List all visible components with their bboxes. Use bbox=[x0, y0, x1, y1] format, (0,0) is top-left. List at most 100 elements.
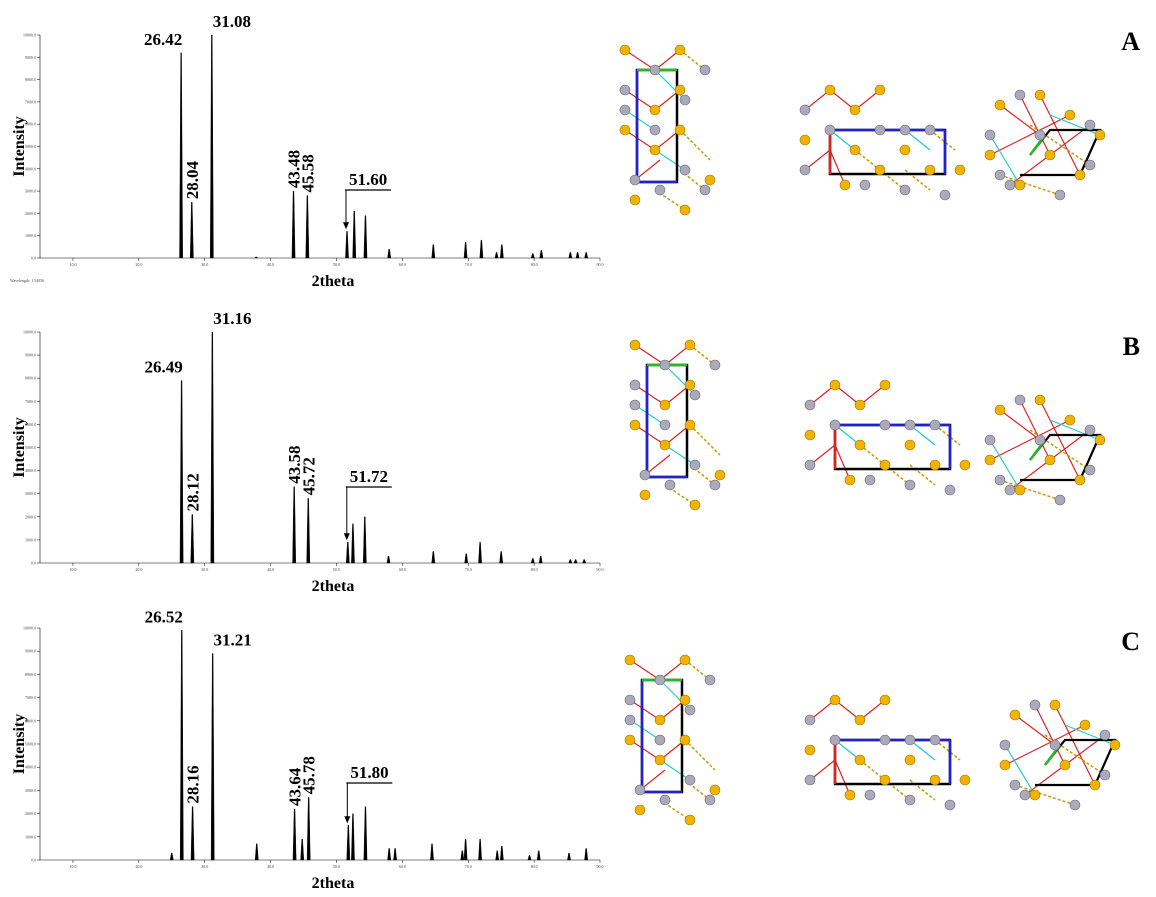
y-tick-label: 8000.0 bbox=[25, 376, 36, 381]
x-tick-label: 80.0 bbox=[531, 864, 538, 869]
peak bbox=[461, 851, 464, 860]
y-tick-label: 2000.0 bbox=[25, 514, 36, 519]
peak bbox=[464, 839, 467, 860]
peak-label: 45.58 bbox=[298, 154, 317, 192]
y-tick-label: 9000.0 bbox=[25, 649, 36, 654]
peak bbox=[307, 498, 310, 563]
peak-label: 45.78 bbox=[300, 756, 319, 794]
peak-label: 45.72 bbox=[299, 457, 318, 495]
peak-label: 31.08 bbox=[213, 12, 251, 31]
crystal-structures bbox=[620, 45, 1120, 825]
peak bbox=[364, 807, 367, 860]
peak bbox=[500, 245, 503, 258]
peak bbox=[345, 231, 348, 258]
x-tick-label: 90.0 bbox=[597, 864, 604, 869]
x-axis-label: 2theta bbox=[312, 273, 355, 290]
x-tick-label: 40.0 bbox=[267, 262, 274, 267]
peak bbox=[464, 242, 467, 258]
y-tick-label: 1000.0 bbox=[25, 834, 36, 839]
x-tick-label: 40.0 bbox=[267, 864, 274, 869]
x-tick-label: 60.0 bbox=[399, 262, 406, 267]
arrow-head bbox=[344, 816, 350, 823]
peak-label: 26.42 bbox=[144, 30, 182, 49]
peak bbox=[465, 554, 468, 563]
y-tick-label: 2000.0 bbox=[25, 211, 36, 216]
peak bbox=[191, 514, 194, 563]
peak bbox=[387, 556, 390, 563]
peak-label: 26.49 bbox=[144, 358, 182, 377]
peak bbox=[347, 825, 350, 860]
y-tick-label: 3000.0 bbox=[25, 189, 36, 194]
y-tick-label: 10000.0 bbox=[23, 626, 36, 631]
x-tick-label: 20.0 bbox=[135, 864, 142, 869]
peak bbox=[528, 855, 531, 860]
x-tick-label: 70.0 bbox=[465, 567, 472, 572]
x-tick-label: 90.0 bbox=[597, 262, 604, 267]
peak bbox=[432, 245, 435, 258]
x-tick-label: 40.0 bbox=[267, 567, 274, 572]
y-tick-label: 3000.0 bbox=[25, 788, 36, 793]
peak bbox=[531, 558, 534, 563]
y-tick-label: 3000.0 bbox=[25, 491, 36, 496]
peak bbox=[351, 524, 354, 563]
peak bbox=[496, 851, 499, 860]
peak bbox=[432, 551, 435, 563]
y-tick-label: 2000.0 bbox=[25, 811, 36, 816]
y-axis-label: Intensity bbox=[11, 714, 28, 774]
y-tick-label: 0.0 bbox=[31, 858, 36, 863]
peak bbox=[569, 560, 572, 563]
y-axis-label: Intensity bbox=[11, 116, 28, 176]
peak bbox=[364, 216, 367, 258]
peak bbox=[480, 240, 483, 258]
peak bbox=[255, 844, 258, 860]
y-axis-label: Intensity bbox=[11, 417, 28, 477]
x-tick-label: 60.0 bbox=[399, 567, 406, 572]
y-tick-label: 8000.0 bbox=[25, 672, 36, 677]
peak-label: 28.16 bbox=[184, 765, 203, 803]
peak bbox=[211, 654, 214, 860]
y-tick-label: 7000.0 bbox=[25, 99, 36, 104]
peak bbox=[191, 807, 194, 860]
y-tick-label: 9000.0 bbox=[25, 55, 36, 60]
peak bbox=[346, 542, 349, 563]
peak-label: 31.16 bbox=[213, 309, 251, 328]
x-tick-label: 10.0 bbox=[69, 567, 76, 572]
x-tick-label: 30.0 bbox=[201, 567, 208, 572]
y-tick-label: 10000.0 bbox=[23, 330, 36, 335]
peak bbox=[293, 487, 296, 563]
peak bbox=[478, 839, 481, 860]
panel-label: C bbox=[1121, 627, 1140, 656]
x-tick-label: 10.0 bbox=[69, 262, 76, 267]
x-tick-label: 50.0 bbox=[333, 567, 340, 572]
x-tick-label: 50.0 bbox=[333, 262, 340, 267]
x-tick-label: 30.0 bbox=[201, 864, 208, 869]
panel-label: A bbox=[1121, 27, 1140, 56]
x-axis-label: 2theta bbox=[312, 875, 355, 892]
peak bbox=[539, 556, 542, 563]
peak bbox=[583, 560, 586, 563]
peak bbox=[180, 53, 183, 258]
y-tick-label: 0.0 bbox=[31, 256, 36, 261]
x-tick-label: 80.0 bbox=[531, 262, 538, 267]
peak bbox=[495, 252, 498, 258]
y-tick-label: 7000.0 bbox=[25, 399, 36, 404]
x-tick-label: 60.0 bbox=[399, 864, 406, 869]
y-tick-label: 1000.0 bbox=[25, 233, 36, 238]
peak bbox=[585, 848, 588, 860]
x-tick-label: 80.0 bbox=[531, 567, 538, 572]
peak bbox=[363, 517, 366, 563]
peak bbox=[576, 252, 579, 258]
x-tick-label: 70.0 bbox=[465, 864, 472, 869]
x-tick-label: 70.0 bbox=[465, 262, 472, 267]
peak bbox=[211, 332, 214, 563]
peak bbox=[567, 853, 570, 860]
peak bbox=[210, 35, 213, 258]
y-tick-label: 7000.0 bbox=[25, 695, 36, 700]
peak-label: 51.80 bbox=[350, 763, 388, 782]
peak bbox=[540, 250, 543, 258]
peak bbox=[574, 560, 577, 563]
peak bbox=[531, 254, 534, 258]
panel-label: B bbox=[1123, 332, 1140, 361]
peak bbox=[394, 848, 397, 860]
figure: 0.01000.02000.03000.04000.05000.06000.07… bbox=[0, 0, 1156, 897]
